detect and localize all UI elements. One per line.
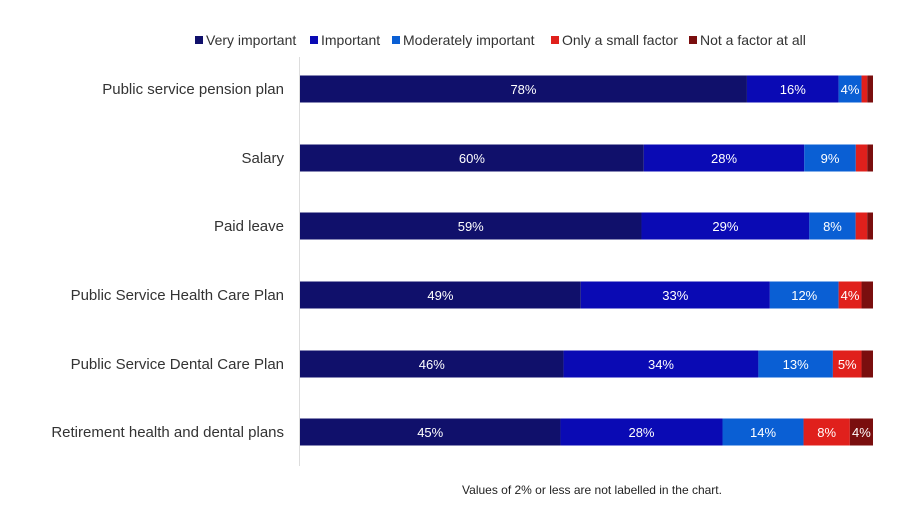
bar-segment [746,75,839,103]
category-label: Salary [241,150,284,167]
bar-segment [838,281,862,309]
data-label: 8% [823,219,842,234]
bar-segment [804,144,856,172]
category-label: Retirement health and dental plans [51,424,284,441]
bar-segment [867,144,873,172]
data-label: 34% [648,357,674,372]
bar-segment [861,75,868,103]
legend-label: Only a small factor [562,32,678,48]
bar-segment [809,212,856,240]
data-label: 78% [510,82,536,97]
category-label: Public Service Dental Care Plan [71,356,284,373]
chart-note: Values of 2% or less are not labelled in… [462,483,722,497]
bar-segment [641,212,810,240]
data-label: 5% [838,357,857,372]
bar-segment [643,144,805,172]
legend-label: Not a factor at all [700,32,806,48]
category-label: Public service pension plan [102,81,284,98]
bar-segment [580,281,770,309]
data-label: 29% [712,219,738,234]
bar-segment [861,350,873,378]
legend-label: Moderately important [403,32,535,48]
data-label: 16% [780,82,806,97]
data-label: 45% [417,425,443,440]
bar-segment [560,418,723,446]
bar-segment [769,281,839,309]
bar-segment [300,350,564,378]
legend-swatch [392,36,400,44]
bar-segment [300,281,581,309]
bar-segment [758,350,833,378]
data-label: 33% [662,288,688,303]
data-label: 49% [427,288,453,303]
data-label: 8% [817,425,836,440]
category-label: Public Service Health Care Plan [71,287,284,304]
data-label: 4% [852,425,871,440]
data-label: 12% [791,288,817,303]
bar-segment [803,418,850,446]
bar-segment [300,418,561,446]
bars: Public service pension plan 78% 16% 4% Salar… [51,75,873,446]
bar-segment [867,212,873,240]
bar-segment [855,212,868,240]
data-label: 60% [459,151,485,166]
data-label: 14% [750,425,776,440]
bar-segment [300,75,747,103]
data-label: 28% [628,425,654,440]
data-label: 9% [821,151,840,166]
data-label: 59% [458,219,484,234]
bar-segment [300,212,642,240]
bar-segment [861,281,873,309]
data-label: 46% [419,357,445,372]
bar-segment [722,418,804,446]
bar-segment [563,350,759,378]
legend: Very important Important Moderately import… [195,32,806,48]
bar-segment [849,418,873,446]
legend-label: Very important [206,32,296,48]
data-label: 13% [783,357,809,372]
bar-segment [838,75,862,103]
legend-swatch [195,36,203,44]
legend-swatch [551,36,559,44]
bar-segment [300,144,644,172]
bar-segment [867,75,873,103]
data-label: 28% [711,151,737,166]
bar-segment [832,350,862,378]
legend-swatch [310,36,318,44]
data-label: 4% [841,82,860,97]
legend-swatch [689,36,697,44]
legend-label: Important [321,32,380,48]
bar-segment [855,144,868,172]
data-label: 4% [841,288,860,303]
category-label: Paid leave [214,218,284,235]
